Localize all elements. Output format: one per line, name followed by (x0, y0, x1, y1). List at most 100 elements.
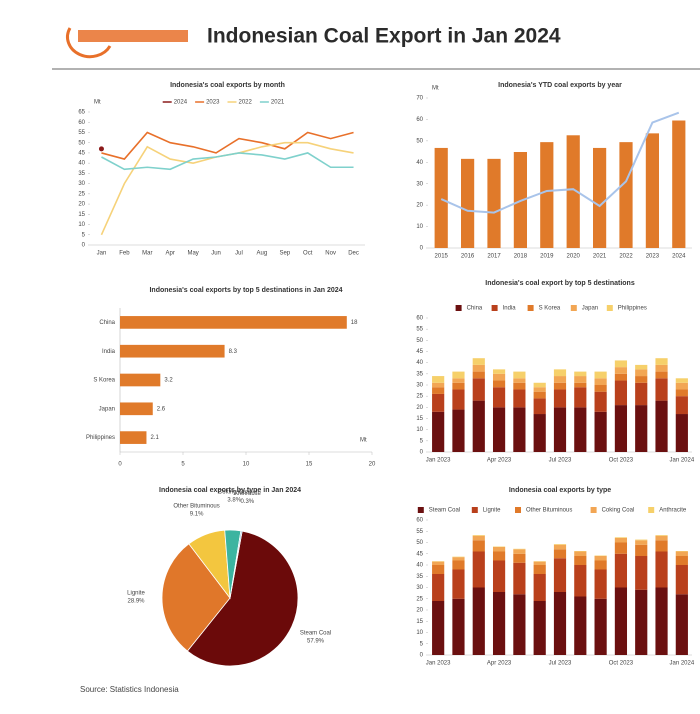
bar-segment (675, 396, 688, 415)
bar-segment (513, 553, 526, 563)
chart-title: Indonesia coal exports by type (509, 487, 611, 494)
bar-segment (635, 376, 648, 383)
bar-segment (614, 538, 628, 543)
legend-label: Anthracite (659, 508, 687, 514)
legend-label: S Korea (539, 306, 561, 312)
y-tick-label: 30 (416, 585, 423, 591)
x-tick-label: 5 (181, 462, 185, 468)
x-tick-label: Jan 2023 (426, 661, 451, 667)
x-tick-label: 15 (306, 462, 313, 468)
y-tick-label: 0 (420, 653, 424, 659)
bar (593, 147, 607, 248)
series-line (100, 141, 354, 236)
pie-slice (229, 530, 243, 599)
bar-segment (492, 373, 506, 381)
bar-segment (574, 565, 587, 597)
y-tick-label: 40 (78, 161, 85, 167)
x-tick-label: Oct (303, 251, 313, 257)
legend-swatch (491, 305, 498, 311)
bar-segment (472, 358, 485, 365)
y-tick-label: 0 (82, 243, 86, 249)
y-tick-label: 35 (416, 574, 423, 580)
series-point (98, 146, 104, 152)
bar-segment (614, 405, 628, 452)
bar-segment (553, 376, 567, 383)
bar (120, 373, 161, 387)
bar-segment (553, 369, 567, 377)
y-tick-label: Japan (99, 406, 115, 412)
y-tick-label: 70 (416, 96, 423, 102)
chart-title: Indonesia's coal export by top 5 destina… (485, 280, 635, 287)
source: Source: Statistics Indonesia (80, 685, 179, 694)
legend-swatch (648, 507, 655, 513)
slice-label: Other Bituminous (173, 504, 219, 510)
bar (120, 431, 147, 444)
x-tick-label: 2022 (619, 254, 633, 260)
bar-segment (553, 558, 567, 592)
chart-title: Indonesia's coal exports by month (170, 82, 285, 89)
y-tick-label: 40 (416, 360, 423, 366)
bar-segment (432, 382, 445, 388)
y-tick-label: 45 (416, 551, 423, 557)
bar-segment (492, 369, 506, 374)
bar-segment (594, 560, 607, 570)
bar-segment (655, 378, 668, 401)
bar-segment (675, 378, 688, 383)
bar-segment (594, 385, 607, 392)
legend-label: Japan (582, 306, 598, 312)
x-tick-label: 2017 (487, 254, 501, 260)
y-tick-label: 10 (416, 427, 423, 433)
bar-segment (492, 547, 506, 552)
x-tick-label: Dec (348, 251, 359, 257)
slice-label: Steam Coal (300, 631, 331, 637)
x-tick-label: Oct 2023 (609, 458, 634, 464)
bar-segment (533, 387, 546, 392)
bar-segment (635, 544, 648, 556)
y-tick-label: 30 (78, 181, 85, 187)
bar-segment (553, 544, 567, 545)
bar-segment (472, 364, 485, 372)
bar-segment (614, 367, 628, 374)
x-tick-label: 2019 (540, 254, 554, 260)
legend-label: Lignite (483, 508, 501, 514)
bar-segment (635, 382, 648, 406)
logo (66, 27, 188, 59)
bar-segment (513, 562, 526, 595)
bar-segment (614, 542, 628, 554)
x-tick-label: 0 (118, 462, 122, 468)
pie-slice (161, 543, 231, 652)
bar (540, 142, 554, 248)
bar-segment (432, 376, 445, 383)
bar (120, 316, 347, 329)
y-tick-label: 20 (416, 203, 423, 209)
y-unit: Mt (94, 100, 101, 106)
bar-segment (614, 373, 628, 381)
x-tick-label: Feb (119, 251, 130, 257)
y-tick-label: 10 (416, 224, 423, 230)
bar-segment (635, 364, 648, 370)
bar-segment (594, 569, 607, 599)
y-unit: Mt (432, 86, 439, 92)
x-tick-label: Nov (325, 251, 336, 257)
bar-segment (655, 535, 668, 541)
bar-segment (574, 596, 587, 655)
bar-segment (533, 601, 546, 655)
bar-segment (655, 364, 668, 372)
bar-segment (472, 378, 485, 401)
x-tick-label: Apr 2023 (487, 661, 512, 667)
x-tick-label: Jul 2023 (549, 458, 572, 464)
slice-label: Anthracite (234, 491, 262, 497)
y-tick-label: 5 (420, 438, 424, 444)
bar-segment (574, 551, 587, 556)
x-tick-label: Jul 2023 (549, 661, 572, 667)
y-tick-label: 15 (78, 212, 85, 218)
bar-segment (655, 358, 668, 365)
bar-segment (635, 405, 648, 452)
x-tick-label: 2016 (461, 254, 475, 260)
bar-segment (432, 561, 445, 565)
y-tick-label: 15 (416, 619, 423, 625)
slice-value: 9.1% (190, 512, 204, 518)
bar-segment (614, 380, 628, 406)
bar-segment (452, 378, 465, 383)
bar-segment (533, 391, 546, 399)
